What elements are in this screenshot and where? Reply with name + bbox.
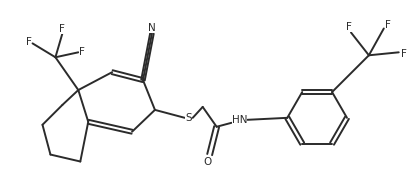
Text: F: F — [79, 47, 85, 57]
Text: N: N — [148, 23, 156, 33]
Text: F: F — [385, 19, 391, 29]
Text: F: F — [26, 37, 31, 47]
Text: F: F — [346, 22, 352, 33]
Text: F: F — [401, 49, 407, 59]
Text: O: O — [204, 156, 212, 167]
Text: F: F — [60, 25, 65, 34]
Text: HN: HN — [232, 115, 247, 125]
Text: S: S — [186, 113, 192, 123]
